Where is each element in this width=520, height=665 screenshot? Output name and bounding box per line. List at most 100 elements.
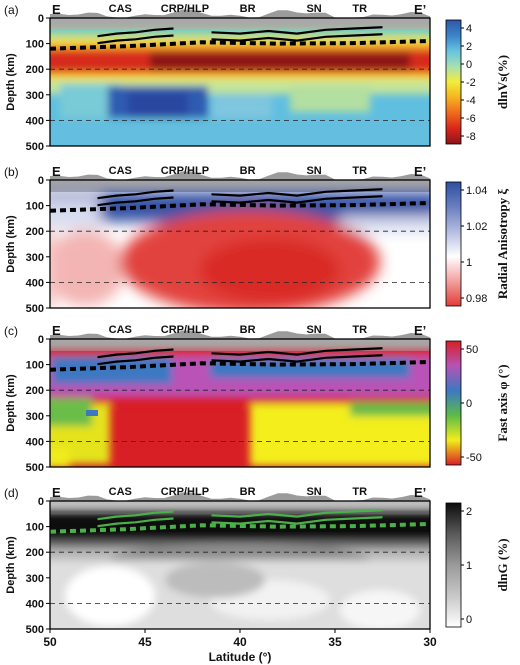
x-tick-label: 45 bbox=[138, 635, 152, 649]
panel-b-heatmap bbox=[50, 180, 430, 308]
region-label-tr: TR bbox=[352, 486, 367, 498]
y-tick-label: 100 bbox=[26, 201, 44, 213]
moho-line bbox=[211, 516, 383, 525]
region-label-crphlp: CRP/HLP bbox=[161, 486, 209, 498]
moho-line bbox=[211, 509, 383, 518]
colorbar-tick-label: 0 bbox=[466, 614, 472, 626]
colorbar-tick-label: -8 bbox=[466, 131, 476, 143]
region-label-sn: SN bbox=[306, 3, 321, 15]
colorbar-label: dlnG (%) bbox=[495, 538, 510, 591]
x-tick-label: 50 bbox=[43, 635, 57, 649]
panel-frame bbox=[49, 17, 431, 147]
lab-dotted-line bbox=[49, 39, 431, 51]
panel-d-heatmap bbox=[50, 501, 430, 629]
y-tick-label: 300 bbox=[26, 90, 44, 102]
moho-line bbox=[211, 354, 383, 363]
y-tick-label: 400 bbox=[26, 277, 44, 289]
colorbar-tick-label: -2 bbox=[466, 77, 476, 89]
region-label-cas: CAS bbox=[109, 165, 132, 177]
x-tick-label: 35 bbox=[328, 635, 342, 649]
colorbar-tick-label: 1 bbox=[466, 257, 472, 269]
y-tick-label: 500 bbox=[26, 141, 44, 153]
region-label-br: BR bbox=[240, 324, 256, 336]
region-label-cas: CAS bbox=[109, 3, 132, 15]
panel-d-overlay: E E’ CAS CRP/HLP BR SN TR (d) 0 100 200 300 400 500 De… bbox=[4, 485, 510, 636]
moho-line bbox=[211, 347, 383, 356]
colorbar-label: Radial Anisotropy ξ bbox=[495, 189, 510, 300]
colorbar-tick-label: 1.04 bbox=[466, 185, 487, 197]
colorbar-tick-label: 50 bbox=[466, 344, 478, 356]
region-label-br: BR bbox=[240, 3, 256, 15]
y-tick-label: 200 bbox=[26, 385, 44, 397]
profile-end-label: E’ bbox=[414, 2, 426, 17]
colorbar-label: dlnVs(%) bbox=[495, 55, 510, 109]
chart-overlays: E E’CAS CRP/HLP BR SN TR(a)0100200300400500De… bbox=[4, 2, 510, 664]
y-tick-label: 0 bbox=[38, 496, 44, 508]
colorbar-tick-label: 4 bbox=[466, 23, 472, 35]
colorbar-tick-label: 1.02 bbox=[466, 221, 487, 233]
region-label-tr: TR bbox=[352, 165, 367, 177]
y-tick-label: 100 bbox=[26, 39, 44, 51]
colorbar-tick-label: 0 bbox=[466, 59, 472, 71]
moho-line bbox=[211, 195, 383, 204]
y-tick-label: 100 bbox=[26, 360, 44, 372]
moho-line bbox=[97, 355, 174, 366]
x-tick-label: 40 bbox=[233, 635, 247, 649]
colorbar bbox=[445, 340, 462, 466]
colorbar-tick-label: 1 bbox=[466, 560, 472, 572]
profile-start-label: E bbox=[52, 2, 61, 17]
region-label-cas: CAS bbox=[109, 486, 132, 498]
panel-a bbox=[50, 18, 430, 146]
moho-line bbox=[97, 27, 174, 38]
region-label-sn: SN bbox=[306, 486, 321, 498]
colorbar-tick-label: -50 bbox=[466, 452, 482, 464]
colorbar bbox=[445, 181, 462, 307]
y-tick-label: 400 bbox=[26, 115, 44, 127]
colorbar bbox=[445, 502, 462, 628]
region-label-br: BR bbox=[240, 165, 256, 177]
lab-dotted-line bbox=[49, 522, 431, 534]
colorbar-tick-label: -4 bbox=[466, 95, 476, 107]
y-tick-label: 300 bbox=[26, 573, 44, 585]
panel-d bbox=[50, 501, 430, 629]
moho-line bbox=[211, 188, 383, 197]
colorbar-tick-label: -6 bbox=[466, 113, 476, 125]
panel-tag: (a) bbox=[4, 3, 19, 17]
y-tick-label: 300 bbox=[26, 252, 44, 264]
region-label-crphlp: CRP/HLP bbox=[161, 324, 209, 336]
moho-line bbox=[97, 34, 174, 45]
panel-tag: (c) bbox=[4, 324, 18, 338]
y-tick-label: 200 bbox=[26, 226, 44, 238]
panel-b-overlay: E E’ CAS CRP/HLP BR SN TR (b) 0 100 200 300 400 500 De… bbox=[4, 164, 510, 315]
y-tick-label: 500 bbox=[26, 624, 44, 636]
y-tick-label: 400 bbox=[26, 436, 44, 448]
colorbar-tick-label: 2 bbox=[466, 506, 472, 518]
panel-a-overlay: E E’ CAS CRP/HLP BR SN TR (a) 0 100 200 300 400 500 De… bbox=[4, 2, 510, 153]
y-tick-label: 0 bbox=[38, 334, 44, 346]
lab-dotted-line bbox=[49, 201, 431, 213]
x-tick-label: 30 bbox=[423, 635, 437, 649]
colorbar-tick-label: 2 bbox=[466, 41, 472, 53]
colorbar-tick-label: 0.98 bbox=[466, 293, 487, 305]
panel-tag: (b) bbox=[4, 165, 19, 179]
panel-c-heatmap bbox=[50, 339, 430, 467]
y-axis-label: Depth (km) bbox=[5, 215, 17, 273]
y-tick-label: 200 bbox=[26, 547, 44, 559]
topography bbox=[50, 492, 430, 501]
panel-b bbox=[50, 180, 430, 308]
region-label-tr: TR bbox=[352, 324, 367, 336]
region-label-br: BR bbox=[240, 486, 256, 498]
y-tick-label: 500 bbox=[26, 303, 44, 315]
profile-end-label: E’ bbox=[414, 164, 426, 179]
colorbar bbox=[445, 19, 462, 145]
moho-line bbox=[97, 196, 174, 207]
y-tick-label: 200 bbox=[26, 64, 44, 76]
panel-tag: (d) bbox=[4, 486, 19, 500]
moho-line bbox=[211, 26, 383, 35]
profile-start-label: E bbox=[52, 323, 61, 338]
y-axis-label: Depth (km) bbox=[5, 536, 17, 594]
moho-line bbox=[97, 348, 174, 359]
y-tick-label: 400 bbox=[26, 598, 44, 610]
region-label-sn: SN bbox=[306, 165, 321, 177]
